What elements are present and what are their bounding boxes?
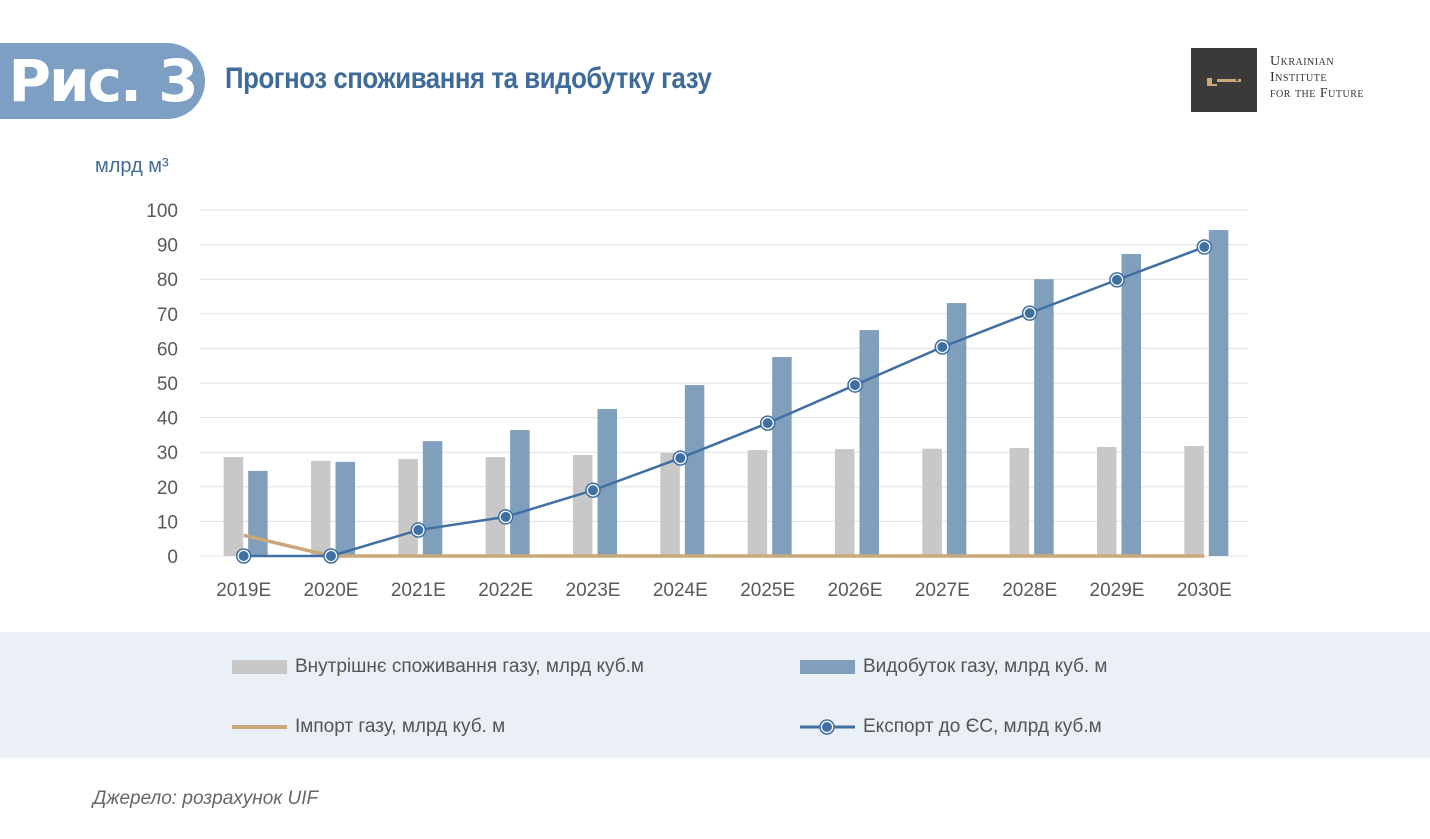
consumption-bar xyxy=(485,457,506,556)
y-tick-label: 90 xyxy=(157,236,178,257)
production-bar xyxy=(859,330,879,556)
consumption-bar xyxy=(311,460,331,556)
legend-swatch xyxy=(232,725,287,729)
production-bar xyxy=(248,470,268,556)
legend-item-production: Видобуток газу, млрд куб. м xyxy=(800,656,1107,678)
export-marker xyxy=(1112,274,1122,285)
consumption-bar xyxy=(1097,447,1117,556)
page-title: Прогноз споживання та видобутку газу xyxy=(225,62,712,95)
export-marker xyxy=(850,380,860,391)
x-tick-label: 2029E xyxy=(1090,580,1145,601)
consumption-bar xyxy=(660,452,680,556)
y-tick-label: 10 xyxy=(157,512,178,533)
production-bar xyxy=(510,430,530,556)
legend-swatch xyxy=(232,660,287,674)
source-note: Джерело: розрахунок UIF xyxy=(93,788,319,809)
export-marker xyxy=(762,418,773,429)
x-tick-label: 2022E xyxy=(478,580,533,601)
y-tick-label: 100 xyxy=(146,201,178,222)
export-marker xyxy=(1199,242,1210,253)
x-tick-label: 2019E xyxy=(216,580,271,601)
production-bar xyxy=(684,385,705,556)
production-bar xyxy=(1121,253,1141,556)
export-marker xyxy=(413,525,424,536)
x-tick-label: 2030E xyxy=(1177,580,1232,601)
consumption-bar xyxy=(573,454,593,556)
production-bar xyxy=(772,357,792,556)
export-line xyxy=(243,245,1205,558)
production-bar xyxy=(597,408,617,556)
figure-label: Рис. 3 xyxy=(0,43,205,119)
chart: 0 10 20 30 40 50 60 70 80 90 100 2019E 2020E 2021E 202… xyxy=(146,201,1248,601)
y-tick-label: 70 xyxy=(157,305,178,326)
consumption-bar xyxy=(223,457,244,556)
export-marker xyxy=(500,511,511,522)
x-tick-label: 2028E xyxy=(1002,580,1057,601)
x-tick-label: 2020E xyxy=(304,580,359,601)
production-bar xyxy=(1034,279,1054,556)
legend-item-export: Експорт до ЄС, млрд куб.м xyxy=(800,716,1102,738)
uif-logo xyxy=(1191,48,1257,112)
consumption-bar xyxy=(747,450,768,556)
export-marker xyxy=(588,485,598,496)
import-line xyxy=(243,533,1205,558)
production-bar xyxy=(946,303,967,556)
consumption-bar xyxy=(922,448,942,556)
y-axis-unit: млрд м³ xyxy=(95,155,169,177)
export-marker xyxy=(326,551,336,561)
x-tick-label: 2027E xyxy=(915,580,970,601)
y-tick-label: 50 xyxy=(157,374,178,395)
y-tick-label: 60 xyxy=(157,339,178,360)
x-tick-label: 2025E xyxy=(740,580,795,601)
key-icon xyxy=(1207,78,1241,86)
export-marker xyxy=(238,551,249,561)
legend-swatch xyxy=(800,719,855,735)
export-marker xyxy=(937,342,948,353)
legend-item-consumption: Внутрішнє споживання газу, млрд куб.м xyxy=(232,656,644,678)
export-marker xyxy=(1024,308,1035,319)
consumption-bar xyxy=(1009,448,1030,556)
legend-swatch xyxy=(800,660,855,674)
x-tick-label: 2021E xyxy=(391,580,446,601)
export-marker xyxy=(675,453,686,464)
consumption-bar xyxy=(835,449,855,556)
y-tick-label: 30 xyxy=(157,443,178,464)
legend-item-import: Імпорт газу, млрд куб. м xyxy=(232,716,505,738)
y-tick-label: 20 xyxy=(157,478,178,499)
y-tick-label: 40 xyxy=(157,409,178,430)
x-tick-label: 2024E xyxy=(653,580,708,601)
consumption-bar xyxy=(1184,445,1204,556)
x-tick-label: 2026E xyxy=(828,580,883,601)
production-bar xyxy=(1208,230,1229,556)
legend: Внутрішнє споживання газу, млрд куб.м Ви… xyxy=(0,632,1430,758)
production-bar xyxy=(422,441,443,556)
production-bar xyxy=(335,461,355,556)
y-tick-label: 80 xyxy=(157,270,178,291)
logo-text: Ukrainian Institute for the Future xyxy=(1270,54,1365,101)
consumption-bar xyxy=(398,459,418,556)
y-tick-label: 0 xyxy=(167,547,178,568)
x-tick-label: 2023E xyxy=(566,580,621,601)
